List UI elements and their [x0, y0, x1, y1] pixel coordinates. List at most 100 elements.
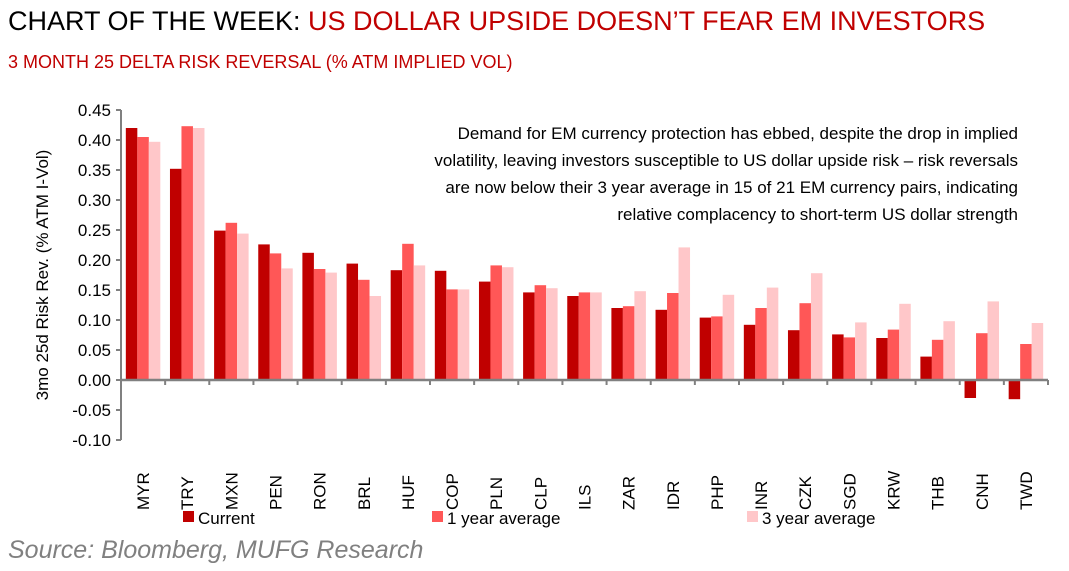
- x-tick-label: MXN: [222, 472, 241, 510]
- bar-clp-2: [534, 285, 547, 380]
- bar-myr-1: [125, 128, 138, 380]
- bar-sgd-3: [855, 322, 867, 380]
- y-tick-label: 0.10: [78, 311, 111, 330]
- legend-label-3: 3 year average: [762, 509, 875, 528]
- bar-sgd-2: [843, 337, 856, 380]
- bar-brl-2: [358, 279, 370, 380]
- chart-title: CHART OF THE WEEK: US DOLLAR UPSIDE DOES…: [8, 6, 985, 37]
- bar-huf-1: [390, 270, 403, 380]
- bar-php-2: [711, 316, 723, 380]
- x-tick-label: IDR: [664, 481, 683, 510]
- bar-huf-2: [402, 243, 414, 380]
- bar-mxn-1: [214, 230, 226, 380]
- bar-php-1: [699, 317, 712, 380]
- legend-label-1: Current: [198, 509, 255, 528]
- bar-cop-3: [457, 289, 470, 380]
- y-tick-label: 0.25: [78, 221, 111, 240]
- x-tick-label: PEN: [267, 475, 286, 510]
- y-tick-label: 0.05: [78, 341, 111, 360]
- bar-zar-3: [634, 291, 646, 380]
- bar-cnh-3: [987, 301, 1000, 380]
- bar-clp-1: [523, 292, 535, 380]
- y-tick-label: -0.05: [72, 401, 111, 420]
- bar-cop-2: [446, 289, 458, 380]
- bar-cnh-2: [976, 333, 988, 380]
- y-tick-label: 0.40: [78, 131, 111, 150]
- x-tick-label: MYR: [134, 472, 153, 510]
- bar-inr-1: [743, 324, 756, 380]
- y-tick-label: 0.35: [78, 161, 111, 180]
- bar-ron-2: [313, 269, 326, 380]
- legend-label-2: 1 year average: [447, 509, 560, 528]
- bar-idr-3: [678, 247, 691, 380]
- y-tick-label: 0.30: [78, 191, 111, 210]
- bar-ils-3: [590, 292, 602, 380]
- y-tick-label: 0.15: [78, 281, 111, 300]
- x-tick-label: RON: [311, 472, 330, 510]
- bar-zar-1: [611, 308, 623, 380]
- x-tick-label: CLP: [531, 477, 550, 510]
- x-tick-label: CNH: [973, 473, 992, 510]
- x-tick-label: INR: [752, 481, 771, 510]
- x-tick-label: HUF: [399, 475, 418, 510]
- title-highlight: US DOLLAR UPSIDE DOESN’T FEAR EM INVESTO…: [308, 6, 986, 36]
- x-tick-label: THB: [929, 476, 948, 510]
- chart-subtitle: 3 MONTH 25 DELTA RISK REVERSAL (% ATM IM…: [8, 52, 513, 72]
- legend-swatch-1: [183, 511, 194, 522]
- x-tick-label: PLN: [487, 477, 506, 510]
- bar-zar-2: [622, 306, 635, 380]
- bar-czk-3: [810, 273, 823, 380]
- annotation-line: Demand for EM currency protection has eb…: [458, 124, 1018, 143]
- bar-myr-3: [148, 141, 161, 380]
- bar-php-3: [722, 294, 735, 380]
- bar-pen-1: [258, 244, 270, 380]
- bar-mxn-3: [237, 233, 249, 380]
- bar-ron-3: [325, 272, 337, 380]
- bar-ron-1: [302, 252, 314, 380]
- bar-thb-2: [931, 339, 944, 380]
- bar-krw-1: [876, 338, 888, 380]
- bar-sgd-1: [832, 334, 844, 380]
- bar-thb-1: [920, 356, 932, 380]
- bar-czk-1: [787, 330, 800, 380]
- bar-krw-2: [887, 329, 900, 380]
- bar-thb-3: [943, 321, 955, 380]
- x-tick-label: PHP: [708, 475, 727, 510]
- bar-ils-1: [567, 296, 579, 380]
- x-tick-label: KRW: [885, 471, 904, 510]
- y-tick-label: 0.00: [78, 371, 111, 390]
- bar-try-3: [192, 128, 205, 380]
- legend-swatch-3: [747, 511, 758, 522]
- x-tick-label: ZAR: [620, 476, 639, 510]
- x-tick-label: CZK: [796, 475, 815, 510]
- bar-twd-3: [1031, 323, 1044, 380]
- bar-cnh-1: [964, 380, 977, 398]
- y-tick-label: 0.20: [78, 251, 111, 270]
- annotation-line: volatility, leaving investors susceptibl…: [434, 151, 1018, 170]
- legend-swatch-2: [432, 511, 443, 522]
- source-note: Source: Bloomberg, MUFG Research: [8, 536, 424, 564]
- bar-mxn-2: [225, 222, 238, 380]
- annotation-line: relative complacency to short-term US do…: [617, 205, 1018, 224]
- bar-pln-1: [478, 281, 491, 380]
- x-tick-label: TRY: [178, 476, 197, 510]
- bar-idr-2: [667, 293, 679, 380]
- bar-myr-2: [137, 137, 149, 380]
- bar-brl-1: [346, 263, 359, 380]
- bar-pln-3: [501, 267, 514, 380]
- bar-clp-3: [546, 288, 558, 380]
- title-prefix: CHART OF THE WEEK:: [8, 6, 309, 36]
- x-tick-label: ILS: [576, 484, 595, 510]
- x-tick-label: SGD: [840, 473, 859, 510]
- bar-pln-2: [490, 265, 502, 380]
- bar-idr-1: [655, 309, 668, 380]
- bar-inr-3: [766, 287, 779, 380]
- annotation-line: are now below their 3 year average in 15…: [445, 178, 1018, 197]
- bar-czk-2: [799, 303, 811, 380]
- bar-twd-1: [1008, 380, 1021, 400]
- bar-krw-3: [899, 303, 911, 380]
- bar-cop-1: [434, 270, 447, 380]
- bar-pen-2: [269, 253, 282, 380]
- x-tick-label: COP: [443, 473, 462, 510]
